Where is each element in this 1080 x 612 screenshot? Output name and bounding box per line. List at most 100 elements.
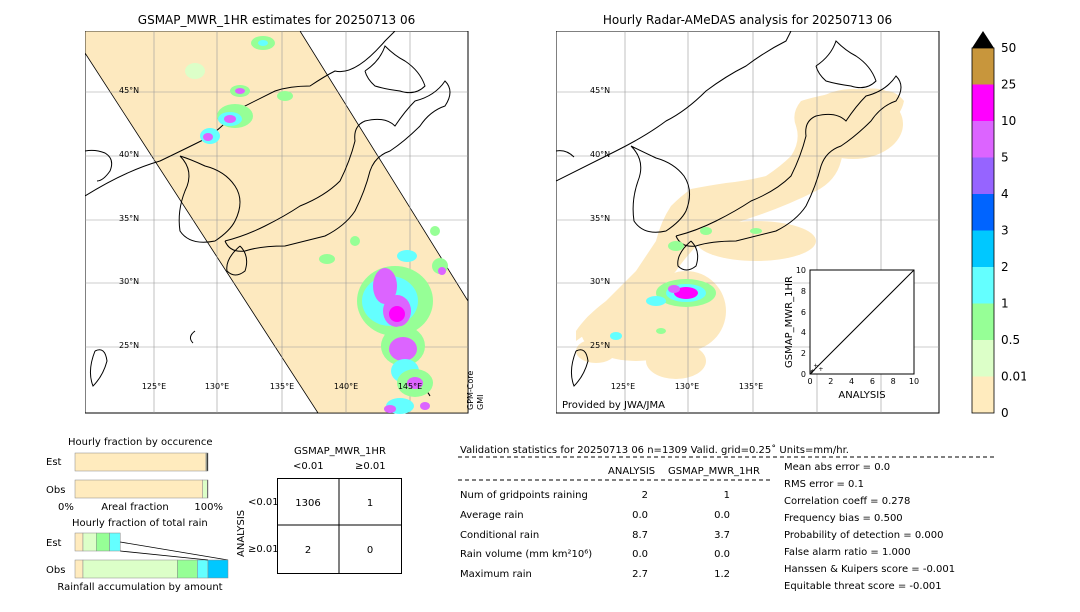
colorbar-block: [972, 376, 994, 413]
score-line: Equitable threat score = -0.001: [784, 581, 942, 592]
bar-segment: [82, 559, 178, 579]
bar-segment: [74, 559, 84, 579]
rain-chart: Est Obs Rainfall accumulation by amount: [46, 532, 229, 593]
score-line: Correlation coeff = 0.278: [784, 496, 911, 507]
colorbar-label: 1: [1001, 297, 1009, 311]
lat-label: 25°N: [590, 341, 610, 350]
stat-label: Rain volume (mm km²10⁶): [460, 549, 593, 560]
scatter-point: +: [818, 366, 823, 373]
scatter-point: +: [809, 369, 814, 376]
tick-label: 2: [801, 349, 806, 358]
lon-label: 130°E: [675, 382, 699, 391]
bar-segment: [206, 452, 209, 472]
credit-label: Provided by JWA/JMA: [562, 400, 665, 411]
bar-segment: [109, 532, 121, 552]
bar-segment: [202, 479, 208, 499]
score-line: Probability of detection = 0.000: [784, 530, 944, 541]
right-lat-labels: 45°N 40°N 35°N 30°N 25°N: [590, 86, 610, 350]
bar-segment: [82, 532, 97, 552]
colorbar-label: 3: [1001, 224, 1009, 238]
stat-gsmap: 0.0: [714, 549, 730, 560]
tick-label: 8: [801, 287, 806, 296]
tick-label: 10: [909, 377, 919, 386]
bar-connector: [120, 550, 209, 561]
bar-segment: [96, 532, 110, 552]
colorbar-block: [972, 230, 994, 267]
cell-hit: 0: [367, 545, 373, 556]
scatter-ylabel: GSMAP_MWR_1HR: [784, 276, 795, 368]
right-coverage: [576, 88, 904, 379]
lon-label: 145°E: [398, 382, 422, 391]
stat-gsmap: 0.0: [714, 510, 730, 521]
lon-label: 130°E: [205, 382, 229, 391]
stat-gsmap: 1: [723, 490, 730, 501]
gpm-core-label: GPM-Core: [466, 370, 475, 410]
score-line: False alarm ratio = 1.000: [784, 547, 911, 558]
stat-analysis: 2: [641, 490, 648, 501]
colorbar-label: 0: [1001, 406, 1009, 418]
cell-false-alarm: 1: [367, 498, 373, 509]
occ-est-label: Est: [46, 457, 62, 468]
stat-analysis: 2.7: [632, 569, 648, 580]
cell-miss: 2: [305, 545, 311, 556]
colorbar-block: [972, 84, 994, 121]
bar-connector: [120, 541, 229, 561]
rain-xlabel: Rainfall accumulation by amount: [57, 582, 222, 593]
lat-label: 40°N: [590, 150, 610, 159]
stat-label: Average rain: [460, 510, 524, 521]
contingency-row-1: <0.01: [248, 497, 279, 508]
contingency-title: GSMAP_MWR_1HR: [294, 446, 386, 457]
colorbar-label: 4: [1001, 187, 1009, 201]
occ-xmax: 100%: [194, 502, 223, 513]
colorbar-block: [972, 48, 994, 85]
left-map-title: GSMAP_MWR_1HR estimates for 20250713 06: [137, 13, 416, 27]
scatter-inset: +++ + 0 2 4 6 8 10 0 2 4 6 8 10 ANALYSIS …: [784, 266, 919, 401]
lat-label: 45°N: [590, 86, 610, 95]
colorbar-block: [972, 121, 994, 158]
lon-label: 135°E: [739, 382, 763, 391]
occurrence-title: Hourly fraction by occurence: [68, 437, 213, 448]
scatter-x-ticks: 0 2 4 6 8 10: [807, 377, 919, 386]
colorbar-blocks: [972, 48, 994, 413]
contingency-table: 1306 1 2 0: [277, 478, 402, 574]
stat-label: Conditional rain: [460, 530, 540, 541]
lon-label: 135°E: [270, 382, 294, 391]
occ-obs-label: Obs: [46, 485, 65, 496]
left-lon-labels: 125°E 130°E 135°E 140°E 145°E: [142, 382, 422, 391]
colorbar-label: 5: [1001, 151, 1009, 165]
occ-xlabel: Areal fraction: [101, 502, 168, 513]
left-map: 45°N 40°N 35°N 30°N 25°N 125°E 130°E 135…: [85, 31, 469, 414]
contingency-row-2: ≥0.01: [248, 544, 279, 555]
colorbar-label: 0.01: [1001, 370, 1026, 384]
colorbar-label: 50: [1001, 41, 1016, 55]
lat-label: 25°N: [119, 341, 139, 350]
score-line: Hanssen & Kuipers score = -0.001: [784, 564, 956, 575]
occurrence-chart: Est Obs 0% Areal fraction 100%: [46, 452, 223, 513]
rain-obs-label: Obs: [46, 565, 65, 576]
tick-label: 0: [807, 377, 812, 386]
col-gsmap-header: GSMAP_MWR_1HR: [668, 466, 760, 477]
colorbar-label: 10: [1001, 114, 1016, 128]
scatter-point: +: [810, 368, 815, 375]
lon-label: 125°E: [142, 382, 166, 391]
validation-col-divider: [458, 479, 773, 481]
cell-hits-neg: 1306: [295, 498, 320, 509]
colorbar: 50 25 10 5 4 3 2 1 0.5 0.01 0: [971, 31, 1026, 418]
scatter-xlabel: ANALYSIS: [838, 390, 885, 401]
colorbar-block: [972, 303, 994, 340]
right-lon-labels: 125°E 130°E 135°E: [611, 382, 763, 391]
stat-label: Maximum rain: [460, 569, 532, 580]
rain-title: Hourly fraction of total rain: [72, 518, 208, 529]
contingency-col-2: ≥0.01: [355, 461, 386, 472]
stat-analysis: 8.7: [632, 530, 648, 541]
lat-label: 35°N: [590, 214, 610, 223]
bar-segment: [197, 559, 209, 579]
stat-analysis: 0.0: [632, 510, 648, 521]
bar-segment: [207, 559, 229, 579]
left-rain: [185, 36, 448, 414]
colorbar-block: [972, 340, 994, 377]
colorbar-label: 25: [1001, 78, 1016, 92]
left-coastline: [85, 31, 451, 397]
scatter-y-ticks: 0 2 4 6 8 10: [796, 266, 806, 379]
rain-bars: [74, 532, 229, 579]
